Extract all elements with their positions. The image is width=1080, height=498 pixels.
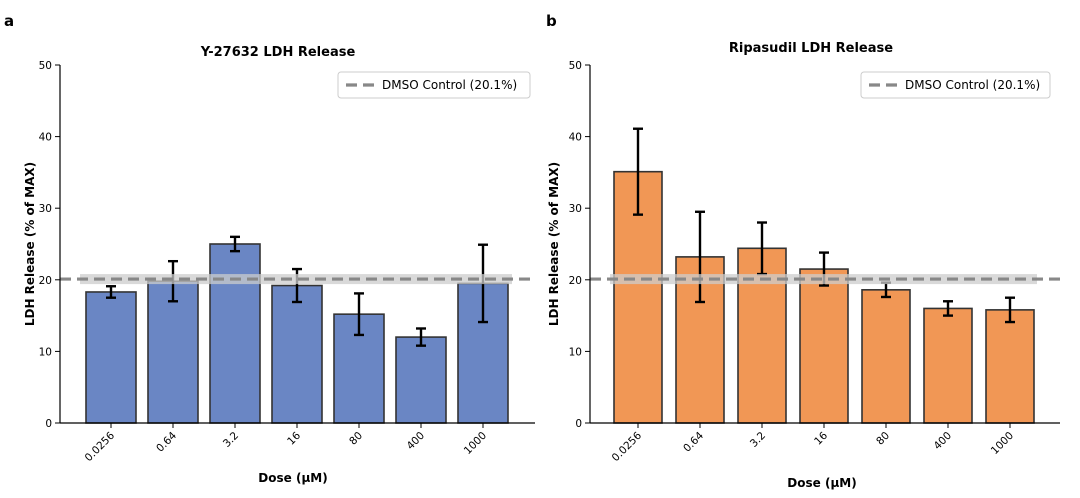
error-bar: [230, 235, 240, 253]
legend-label: DMSO Control (20.1%): [905, 78, 1040, 92]
bar: [861, 289, 911, 424]
y-tick-label: 20: [39, 275, 52, 287]
x-tick-label: 16: [285, 429, 303, 447]
y-tick-label: 40: [39, 132, 52, 144]
bar: [85, 291, 137, 424]
error-bar: [943, 300, 953, 317]
legend-label: DMSO Control (20.1%): [382, 78, 517, 92]
x-axis-label: Dose (μM): [787, 476, 856, 490]
control-band: [80, 274, 512, 285]
error-bar: [416, 327, 426, 347]
x-tick-label: 3.2: [748, 430, 768, 450]
panel-label: b: [546, 12, 557, 30]
chart-title: Ripasudil LDH Release: [729, 41, 893, 56]
legend: DMSO Control (20.1%): [860, 71, 1051, 99]
x-tick-label: 0.0256: [610, 429, 645, 464]
y-axis-label: LDH Release (% of MAX): [23, 162, 37, 326]
bar: [209, 243, 261, 424]
y-tick-label: 30: [39, 203, 52, 215]
y-tick-label: 10: [569, 346, 582, 358]
y-tick-label: 40: [569, 132, 582, 144]
bar: [799, 268, 849, 424]
panel-label: a: [4, 12, 14, 30]
x-tick-label: 1000: [462, 430, 489, 457]
y-tick-label: 0: [45, 418, 52, 430]
chart-title: Y-27632 LDH Release: [200, 45, 356, 60]
error-bar: [633, 127, 643, 216]
y-tick-label: 50: [39, 60, 52, 72]
x-tick-label: 16: [812, 429, 830, 447]
bar: [923, 307, 973, 424]
error-bar: [1005, 296, 1015, 324]
bar: [271, 284, 323, 424]
legend: DMSO Control (20.1%): [337, 71, 531, 99]
error-bar: [106, 285, 116, 299]
error-bar: [354, 292, 364, 337]
bar: [395, 336, 447, 424]
x-tick-label: 3.2: [221, 430, 241, 450]
control-band: [610, 274, 1037, 285]
y-tick-label: 0: [575, 418, 582, 430]
y-tick-label: 30: [569, 203, 582, 215]
chart-panel-a: a Y-27632 LDH Release Dose (μM) LDH Rele…: [4, 12, 535, 485]
y-tick-label: 50: [569, 60, 582, 72]
y-tick-label: 10: [39, 346, 52, 358]
legend-box: [337, 71, 531, 99]
x-axis-label: Dose (μM): [258, 471, 327, 485]
y-axis-label: LDH Release (% of MAX): [547, 162, 561, 326]
bar: [985, 309, 1035, 424]
x-tick-label: 0.0256: [83, 429, 118, 464]
y-tick-label: 20: [569, 275, 582, 287]
x-tick-label: 0.64: [154, 429, 179, 454]
x-tick-label: 80: [347, 430, 365, 448]
chart-panel-b: b Ripasudil LDH Release Dose (μM) LDH Re…: [546, 12, 1060, 490]
x-tick-label: 400: [404, 430, 427, 453]
bar: [147, 280, 199, 424]
x-tick-label: 1000: [989, 430, 1016, 457]
legend-box: [860, 71, 1051, 99]
error-bar: [695, 210, 705, 304]
x-tick-label: 400: [931, 430, 954, 453]
x-tick-label: 80: [874, 430, 892, 448]
x-tick-label: 0.64: [681, 429, 706, 454]
